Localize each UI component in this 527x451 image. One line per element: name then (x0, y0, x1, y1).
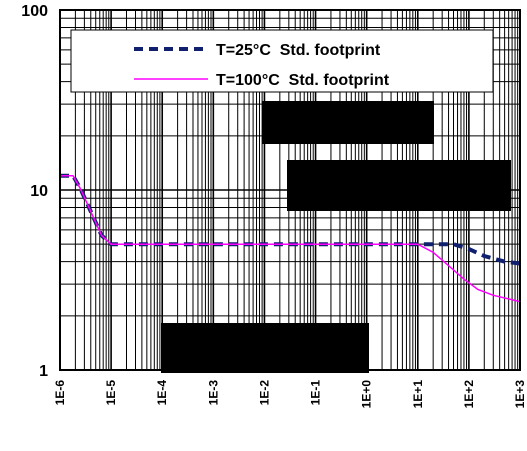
y-tick-label: 1 (39, 363, 48, 380)
x-tick-label: 1E+2 (462, 380, 476, 409)
axis-labels: 1 10 100 1E-6 1E-5 1E-4 1E-3 1E-2 1E-1 1E+0 1E+1 1E… (21, 3, 527, 408)
legend-label-1: T=25°C Std. footprint (216, 42, 381, 59)
x-tick-label: 1E-1 (309, 380, 323, 406)
legend-label-2: T=100°C Std. footprint (216, 72, 390, 89)
x-tick-label: 1E-3 (206, 380, 220, 406)
x-tick-label: 1E-2 (257, 380, 271, 406)
series-layer (60, 173, 521, 303)
redaction-box (262, 101, 434, 144)
y-tick-label: 10 (30, 183, 48, 200)
x-tick-label: 1E-4 (155, 380, 169, 406)
x-tick-label: 1E-6 (53, 380, 67, 406)
x-tick-label: 1E+1 (411, 380, 425, 409)
x-tick-label: 1E+0 (360, 380, 374, 409)
x-tick-label: 1E-5 (104, 380, 118, 406)
redaction-box (161, 323, 369, 373)
plot-frame (59, 9, 521, 371)
redaction-box (287, 160, 511, 211)
series-line-2 (60, 174, 521, 303)
legend-box (70, 29, 494, 93)
y-tick-label: 100 (21, 3, 48, 20)
x-tick-label: 1E+3 (513, 380, 527, 409)
redaction-boxes (161, 101, 511, 373)
legend: T=25°C Std. footprint T=100°C Std. footpr… (70, 29, 494, 93)
